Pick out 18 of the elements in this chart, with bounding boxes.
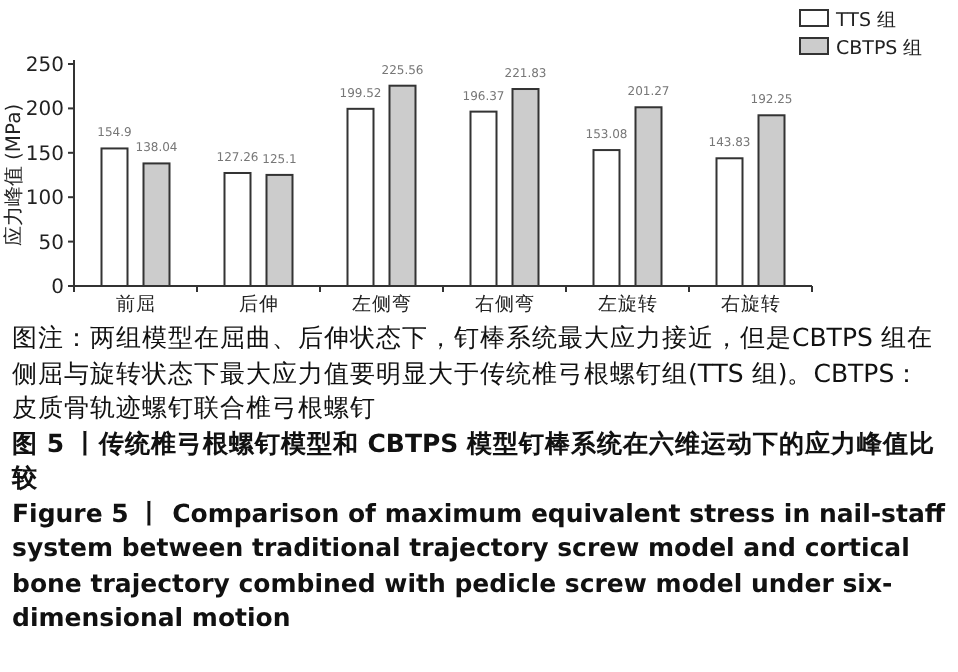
legend-label: CBTPS 组 bbox=[836, 36, 924, 60]
y-tick-label: 200 bbox=[25, 99, 64, 122]
legend-label: TTS 组 bbox=[834, 8, 897, 32]
x-tick-label: 左旋转 bbox=[597, 292, 658, 316]
text: 图注：两组模型在屈曲、后伸状态下，钉棒系统最大应力接近，但是CBTPS 组在侧屈与旋转状态下最大应力值要明显大于传统椎弓根螺钉组(TTS 组)。CBTPS：皮质骨轨迹螺钉联合椎弓根螺钉 bbox=[10, 320, 935, 425]
x-tick-label: 右旋转 bbox=[720, 292, 781, 316]
caption: 图 5 丨传统椎弓根螺钉模型和 CBTPS 模型钉棒系统在六维运动下的应力峰值比较 bbox=[9, 425, 937, 495]
x-tick-label: 后伸 bbox=[238, 292, 279, 316]
y-tick-label: 50 bbox=[38, 232, 64, 255]
y-tick-label: 0 bbox=[51, 277, 64, 299]
y-tick-label: 100 bbox=[25, 188, 64, 211]
x-tick-label: 右侧弯 bbox=[474, 292, 535, 316]
x-tick-label: 前屈 bbox=[115, 292, 156, 316]
y-axis-title: 应力峰值 (MPa) bbox=[2, 103, 26, 247]
y-tick-label: 250 bbox=[25, 55, 64, 77]
x-tick-label: 左侧弯 bbox=[351, 292, 412, 316]
y-tick-label: 150 bbox=[25, 143, 64, 166]
caption: Figure 5 丨 Comparison of maximum equivalent stress in nail-staff system between traditional trajectory screw model and cortical bone trajectory combined with pedicle screw model under six-dimensional motion bbox=[10, 495, 948, 635]
